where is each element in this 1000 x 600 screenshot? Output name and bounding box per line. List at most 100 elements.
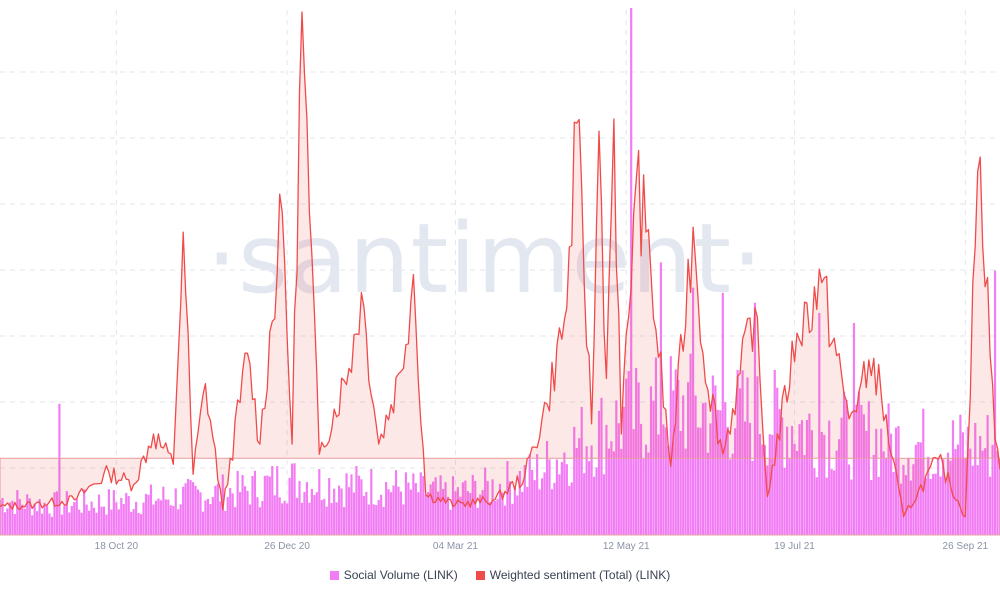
social-volume-bar <box>857 391 860 535</box>
sentiment-baseline-band <box>0 457 1000 536</box>
social-volume-bar <box>548 459 551 535</box>
social-volume-bar <box>454 491 457 535</box>
social-volume-bar <box>993 270 997 535</box>
social-volume-bar <box>347 487 351 535</box>
social-volume-bar <box>26 494 29 535</box>
social-volume-bar <box>818 312 821 535</box>
social-volume-bar <box>466 491 469 535</box>
social-volume-bar <box>58 403 61 535</box>
social-volume-bar <box>300 502 304 535</box>
legend-item-social-volume[interactable]: Social Volume (LINK) <box>329 568 458 582</box>
social-volume-bar <box>756 376 759 535</box>
social-volume-bar <box>263 475 266 535</box>
social-volume-bar <box>271 466 274 535</box>
social-volume-bar <box>981 450 984 535</box>
social-volume-bar <box>481 490 484 535</box>
social-volume-bar <box>439 475 442 535</box>
x-tick-label: 26 Sep 21 <box>943 541 989 552</box>
social-volume-bar <box>397 486 400 535</box>
social-volume-bar <box>790 425 794 535</box>
social-volume-bar <box>842 391 846 535</box>
social-volume-bar <box>194 485 197 535</box>
social-volume-bar <box>850 479 853 535</box>
social-volume-bar <box>350 474 353 535</box>
social-volume-bar <box>518 471 521 535</box>
social-volume-bar <box>783 467 786 535</box>
social-volume-bar <box>469 493 472 535</box>
social-volume-bar <box>721 292 724 535</box>
social-volume-bar <box>172 506 175 535</box>
social-volume-bar <box>236 470 239 535</box>
social-volume-bar <box>679 431 682 535</box>
social-volume-bar <box>632 429 635 535</box>
social-volume-bar <box>771 434 774 535</box>
social-volume-bar <box>33 503 36 535</box>
social-volume-bar <box>669 356 672 535</box>
social-volume-bar <box>167 499 170 535</box>
social-volume-bar <box>286 503 289 535</box>
social-volume-bar <box>80 512 83 535</box>
social-volume-bar <box>803 455 806 535</box>
social-volume-bar <box>273 495 276 535</box>
social-volume-bar <box>949 460 952 535</box>
social-volume-bar <box>894 427 898 535</box>
social-volume-bar <box>382 506 385 535</box>
social-volume-bar <box>206 498 210 535</box>
x-tick-label: 26 Dec 20 <box>264 541 310 552</box>
social-volume-bar <box>338 485 341 535</box>
social-volume-bar <box>506 461 509 535</box>
social-volume-bar <box>92 507 96 535</box>
social-volume-bar <box>924 478 927 535</box>
social-volume-bar <box>313 495 316 535</box>
social-volume-bar <box>966 426 969 535</box>
social-volume-bar <box>288 477 291 535</box>
social-volume-bar <box>674 369 677 535</box>
social-volume-bar <box>781 417 784 535</box>
social-volume-bar <box>662 424 665 535</box>
social-volume-bar <box>380 494 383 535</box>
social-volume-bar <box>461 482 464 535</box>
social-volume-bar <box>370 469 373 535</box>
social-volume-bar <box>204 500 207 535</box>
social-volume-bar <box>941 459 945 535</box>
social-volume-bar <box>773 369 776 535</box>
social-volume-bar <box>63 505 66 535</box>
social-volume-bar <box>820 431 823 535</box>
social-volume-bar <box>179 504 182 535</box>
social-volume-bar <box>65 491 68 535</box>
social-volume-bar <box>310 488 313 535</box>
social-volume-bar <box>937 459 940 535</box>
social-volume-bar <box>600 397 603 535</box>
social-volume-bar <box>877 476 880 535</box>
social-volume-bar <box>174 488 177 535</box>
social-volume-bar <box>305 482 309 535</box>
social-volume-bar <box>704 402 707 535</box>
social-volume-bar <box>21 504 24 535</box>
social-volume-bar <box>392 485 395 535</box>
legend-item-weighted-sentiment[interactable]: Weighted sentiment (Total) (LINK) <box>475 568 670 582</box>
social-volume-bar <box>432 481 435 535</box>
social-volume-bar <box>157 498 160 535</box>
social-volume-bar <box>422 476 425 535</box>
social-volume-bar <box>974 422 977 535</box>
social-volume-bar <box>902 464 905 535</box>
social-volume-bar <box>437 491 440 535</box>
social-volume-bar <box>385 482 388 535</box>
social-volume-bar <box>719 410 722 535</box>
social-volume-bar <box>511 503 514 535</box>
social-volume-bar <box>16 490 19 535</box>
social-volume-bar <box>6 508 9 535</box>
social-volume-bar <box>672 390 675 535</box>
social-volume-bar <box>758 434 761 535</box>
social-volume-bar <box>513 485 516 535</box>
social-volume-bar <box>283 500 286 535</box>
social-volume-bar <box>531 469 534 535</box>
social-volume-bar <box>763 445 766 535</box>
social-volume-bar <box>1 498 4 535</box>
social-volume-bar <box>256 497 259 535</box>
social-volume-bar <box>607 448 610 535</box>
social-volume-bar <box>152 504 155 535</box>
social-volume-bar <box>43 502 46 535</box>
social-volume-bar <box>667 445 670 535</box>
social-volume-bar <box>971 465 974 535</box>
